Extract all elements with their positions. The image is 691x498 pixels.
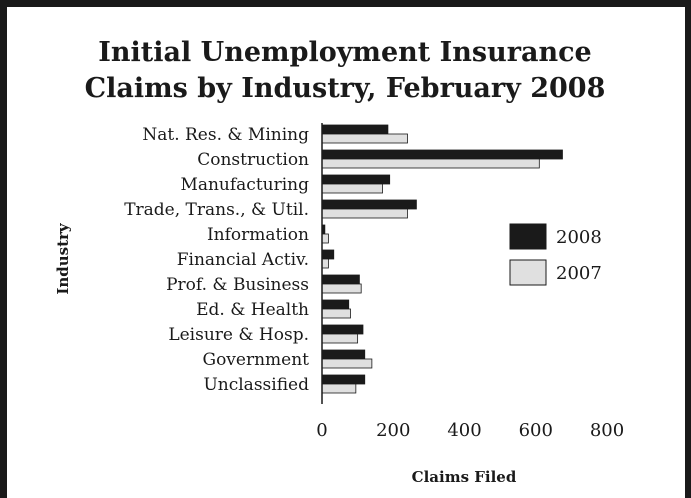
bar-2008-6 <box>321 274 360 285</box>
bar-2008-7 <box>321 299 350 310</box>
y-axis-title: Industry <box>54 222 72 295</box>
bar-2008-8 <box>321 324 364 335</box>
category-labels: Nat. Res. & Mining Construction Manufactur… <box>124 125 309 395</box>
legend-swatch-2007 <box>509 259 547 286</box>
category-label-2: Manufacturing <box>180 175 309 195</box>
x-tick-labels: 0 200 400 600 800 <box>316 420 624 441</box>
bar-2007-1 <box>321 158 540 169</box>
bar-2007-9 <box>321 358 373 369</box>
chart-title-line-2: Claims by Industry, February 2008 <box>85 73 606 104</box>
bar-2007-5 <box>321 258 329 269</box>
bars-group <box>321 124 563 394</box>
bar-2008-0 <box>321 124 389 135</box>
x-axis-title: Claims Filed <box>412 468 517 486</box>
bar-2007-7 <box>321 308 351 319</box>
bar-2008-9 <box>321 349 366 360</box>
bar-2007-3 <box>321 208 408 219</box>
x-tick-label-4: 800 <box>590 420 624 441</box>
bar-2007-6 <box>321 283 362 294</box>
bar-2007-8 <box>321 333 359 344</box>
legend-swatch-2008 <box>509 223 547 250</box>
bar-2008-3 <box>321 199 417 210</box>
category-label-1: Construction <box>197 150 309 170</box>
category-label-8: Leisure & Hosp. <box>168 325 309 345</box>
category-label-3: Trade, Trans., & Util. <box>124 200 309 220</box>
category-label-10: Unclassified <box>203 375 309 395</box>
legend-label-2007: 2007 <box>556 263 602 284</box>
category-label-9: Government <box>202 350 309 370</box>
x-tick-label-3: 600 <box>519 420 553 441</box>
category-label-6: Prof. & Business <box>166 275 309 295</box>
bar-2007-0 <box>321 133 408 144</box>
bar-2008-1 <box>321 149 563 160</box>
category-label-7: Ed. & Health <box>196 300 309 320</box>
x-tick-label-1: 200 <box>376 420 410 441</box>
bar-2007-2 <box>321 183 383 194</box>
x-tick-label-0: 0 <box>316 420 327 441</box>
legend-label-2008: 2008 <box>556 227 602 248</box>
category-label-5: Financial Activ. <box>177 250 309 270</box>
category-label-4: Information <box>207 225 309 245</box>
category-label-0: Nat. Res. & Mining <box>142 125 309 145</box>
bar-2007-10 <box>321 383 357 394</box>
x-tick-label-2: 400 <box>447 420 481 441</box>
bar-2008-2 <box>321 174 391 185</box>
bar-2007-4 <box>321 233 329 244</box>
legend: 2008 2007 <box>509 223 602 286</box>
bar-2008-5 <box>321 249 335 260</box>
bar-2008-10 <box>321 374 366 385</box>
chart-title-line-1: Initial Unemployment Insurance <box>98 37 591 68</box>
